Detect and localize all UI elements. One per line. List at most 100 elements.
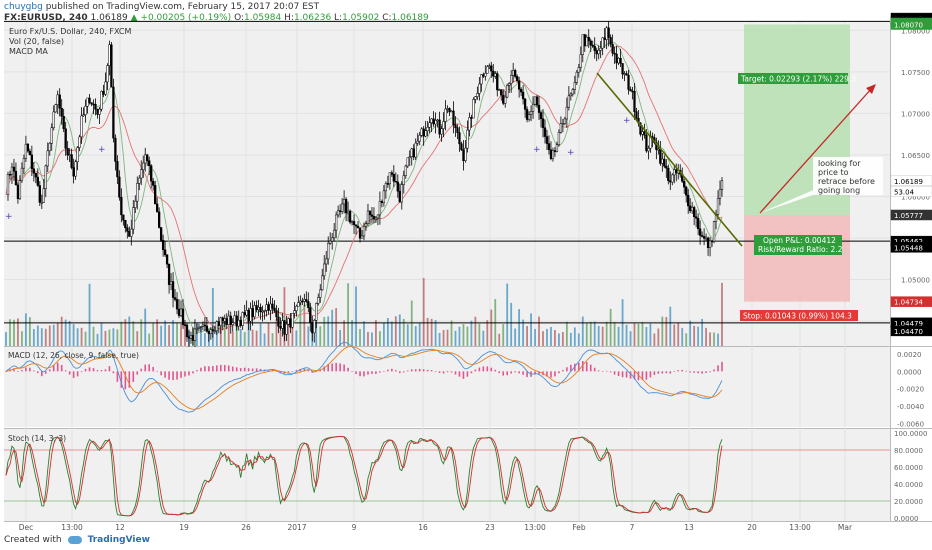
footer-brand[interactable]: TradingView	[87, 535, 150, 545]
price-badge-bg	[890, 19, 932, 30]
candle-body	[541, 118, 545, 129]
candle-body	[460, 143, 463, 151]
time-tick-label: Dec	[19, 523, 34, 532]
ohlc-open: 1.05984	[244, 13, 282, 23]
macd-histogram-bar	[494, 369, 497, 372]
macd-tick-label: -0.0020	[897, 386, 924, 394]
candle-body	[241, 312, 244, 326]
volume-bar	[108, 329, 111, 346]
volume-bar	[458, 326, 461, 346]
publisher-username[interactable]: chuygbg	[4, 2, 43, 12]
macd-histogram-bar	[478, 367, 481, 372]
candle-body	[625, 73, 628, 76]
ohlc-open-label: O:	[234, 13, 245, 23]
candle-body	[72, 167, 75, 177]
candle-body	[517, 80, 521, 90]
macd-histogram-bar	[220, 364, 222, 372]
macd-histogram-bar	[331, 363, 333, 372]
volume-bar	[514, 328, 517, 346]
volume-bar	[196, 322, 198, 346]
candle-body	[335, 214, 338, 231]
candle-body	[102, 91, 105, 95]
candle-body	[424, 130, 427, 137]
macd-histogram-bar	[526, 371, 528, 378]
candle-body	[464, 147, 467, 162]
candle-body	[694, 216, 698, 219]
candle-body	[82, 114, 85, 117]
candle-body	[358, 227, 362, 239]
macd-histogram-bar	[558, 371, 560, 374]
candle-body	[561, 123, 565, 125]
macd-histogram-bar	[450, 371, 453, 373]
drawings[interactable]: + + + + +	[5, 72, 876, 247]
volume-bar	[394, 316, 397, 346]
volume-bar	[502, 324, 505, 346]
candle-body	[50, 127, 53, 144]
target-label: Target: 0.02293 (2.17%) 229.3	[740, 75, 856, 84]
volume-bar	[291, 317, 294, 346]
macd-histogram-bar	[223, 365, 226, 372]
candle-body	[559, 123, 563, 133]
candle-body	[70, 154, 73, 168]
candle-body	[104, 81, 107, 95]
candle-body	[66, 148, 69, 156]
candle-body	[136, 183, 139, 202]
candle-body	[416, 140, 419, 144]
volume-bar	[633, 323, 636, 346]
macd-histogram-bar	[132, 371, 135, 382]
volume-bar	[565, 321, 568, 346]
candle-body	[152, 180, 155, 186]
candle-body	[112, 86, 115, 139]
last-price: 1.06189	[90, 13, 128, 23]
candle-body	[472, 99, 475, 119]
candle-body	[20, 167, 24, 181]
candle-body	[233, 315, 236, 324]
volume-bar	[17, 318, 19, 346]
macd-histogram-bar	[605, 370, 608, 372]
candle-body	[86, 97, 89, 107]
candle-body	[100, 91, 103, 110]
volume-bar	[5, 332, 7, 346]
legend-macd-ma: MACD MA	[9, 47, 48, 56]
candle-body	[388, 172, 392, 185]
volume-bar	[64, 319, 67, 346]
macd-histogram-bar	[37, 371, 39, 374]
candle-body	[338, 210, 342, 212]
candle-body	[659, 148, 662, 164]
volume-bar	[665, 316, 668, 346]
candle-body	[259, 307, 262, 312]
macd-histogram-bar	[446, 371, 449, 373]
candle-body	[22, 158, 26, 169]
volume-bar	[331, 309, 334, 346]
price-badge-label: 1.08070	[894, 21, 923, 29]
candle-body	[428, 122, 431, 128]
candle-body	[219, 317, 222, 326]
volume-bar	[13, 319, 15, 346]
volume-bar	[343, 320, 346, 346]
volume-bar	[721, 282, 723, 346]
macd-histogram-bar	[291, 371, 294, 372]
candle-body	[8, 174, 12, 176]
candle-body	[84, 105, 87, 115]
volume-bar	[132, 321, 135, 346]
volume-bar	[585, 322, 588, 346]
candle-body	[426, 127, 429, 131]
axes: 1.080001.075001.070001.065001.060001.055…	[19, 12, 932, 532]
volume-bar	[367, 331, 369, 346]
candle-body	[639, 122, 642, 135]
candle-body	[285, 323, 288, 335]
time-tick-label: 12	[115, 523, 125, 532]
macd-histogram-bar	[116, 371, 119, 382]
volume-bar	[546, 328, 548, 346]
macd-histogram-bar	[60, 364, 63, 372]
candle-body	[352, 221, 356, 226]
tradingview-cloud-icon	[67, 535, 82, 544]
volume-bar	[538, 316, 540, 346]
candle-body	[370, 214, 374, 217]
candle-body	[56, 94, 59, 105]
macd-histogram-bar	[184, 371, 186, 377]
volume-bar	[279, 330, 282, 346]
volume-bar	[474, 316, 477, 346]
candle-body	[376, 214, 380, 219]
